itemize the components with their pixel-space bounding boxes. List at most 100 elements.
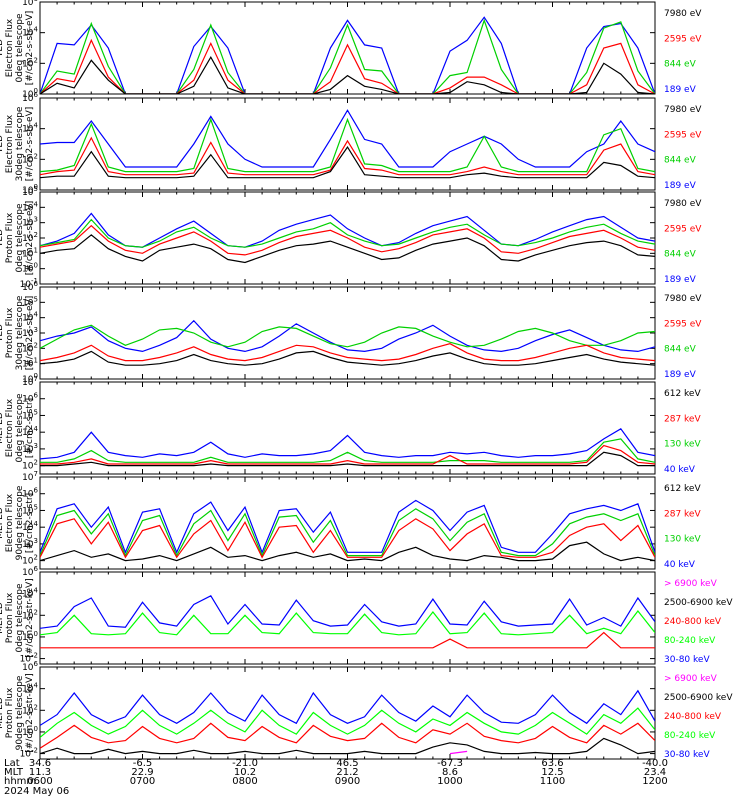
series-line bbox=[40, 234, 655, 264]
legend-entry: 2595 eV bbox=[664, 224, 702, 234]
legend-entry: 7980 eV bbox=[664, 9, 702, 19]
y-tick-label: 106 bbox=[22, 565, 38, 578]
legend-entry: 189 eV bbox=[664, 181, 697, 191]
panel-1: 100 102 104 106 TEDElectron Flux0deg telesco… bbox=[0, 0, 702, 100]
x-tick-label-mlt: 11.3 bbox=[29, 767, 51, 778]
x-date-label: 2024 May 06 bbox=[4, 786, 69, 797]
legend-entry: 130 keV bbox=[664, 440, 701, 450]
y-tick-label: 102 bbox=[22, 56, 38, 69]
y-tick-label: 104 bbox=[22, 122, 38, 135]
series-line bbox=[40, 146, 655, 179]
x-tick-label-lat: -21.0 bbox=[232, 758, 258, 769]
y-tick-label: 105 bbox=[22, 295, 38, 308]
x-tick-label-lat: -6.5 bbox=[133, 758, 153, 769]
legend-entry: 612 keV bbox=[664, 389, 701, 399]
series-line bbox=[40, 541, 655, 562]
y-axis-label: MEPEDProton Flux0deg telescope[#/cm2-s-s… bbox=[0, 578, 35, 657]
x-tick-label-hhmm: 0700 bbox=[130, 776, 155, 787]
legend-entry: 240-800 keV bbox=[664, 617, 722, 627]
y-tick-label: 103 bbox=[22, 326, 38, 339]
y-tick-label: 10-1 bbox=[20, 277, 38, 290]
series-line bbox=[40, 136, 655, 176]
series-line bbox=[40, 689, 655, 726]
y-tick-label: 103 bbox=[22, 216, 38, 229]
y-axis-label: MEPEDElectron Flux90deg telescope[#/cm2-… bbox=[0, 485, 35, 560]
series-group bbox=[40, 319, 655, 366]
legend-entry: 80-240 keV bbox=[664, 636, 716, 646]
legend-entry: 130 keV bbox=[664, 535, 701, 545]
y-tick-label: 100 bbox=[22, 183, 38, 196]
series-line bbox=[40, 38, 655, 94]
y-tick-label: 107 bbox=[22, 470, 38, 483]
series-line bbox=[40, 224, 655, 256]
y-axis-label: TEDElectron Flux0deg telescope[#/cm2-s-s… bbox=[0, 11, 35, 86]
legend-entry: 844 eV bbox=[664, 60, 697, 70]
legend-entry: > 6900 keV bbox=[664, 579, 718, 589]
y-tick-label: 105 bbox=[22, 408, 38, 421]
y-tick-label: 102 bbox=[22, 152, 38, 165]
legend-entry: 189 eV bbox=[664, 275, 697, 285]
y-axis-label: MEPEDProton Flux90deg telescope[#/cm2-s-… bbox=[0, 673, 35, 752]
series-group bbox=[40, 109, 655, 179]
y-tick-label: 104 bbox=[22, 311, 38, 324]
x-row-label-hhmm: hhmm bbox=[4, 776, 36, 787]
series-line bbox=[40, 518, 655, 559]
y-tick-label: 101 bbox=[22, 246, 38, 259]
panel-5: 102 103 104 105 106 107 MEPEDElectron Flux0deg… bbox=[0, 375, 701, 475]
legend-entry: 7980 eV bbox=[664, 199, 702, 209]
panel-6: 102 103 104 105 106 107 MEPEDElectron Flux90de… bbox=[0, 470, 701, 570]
series-group bbox=[40, 689, 655, 754]
series-group bbox=[40, 16, 655, 94]
legend-entry: 287 keV bbox=[664, 509, 701, 519]
legend-entry: 80-240 keV bbox=[664, 731, 716, 741]
series-line bbox=[40, 109, 655, 168]
y-tick-label: 107 bbox=[22, 375, 38, 388]
y-tick-label: 106 bbox=[22, 392, 38, 405]
series-line bbox=[40, 117, 655, 173]
panels: 100 102 104 106 TEDElectron Flux0deg telesco… bbox=[0, 0, 733, 760]
legend-entry: 844 eV bbox=[664, 156, 697, 166]
series-line bbox=[40, 508, 655, 558]
series-line bbox=[40, 55, 655, 94]
x-row-label-lat: Lat bbox=[4, 758, 20, 769]
x-tick-label-mlt: 10.2 bbox=[234, 767, 256, 778]
y-tick-label: 105 bbox=[22, 503, 38, 516]
series-line bbox=[40, 499, 655, 554]
y-tick-label: 104 bbox=[22, 587, 38, 600]
x-tick-label-lat: 46.5 bbox=[336, 758, 358, 769]
y-tick-label: 104 bbox=[22, 682, 38, 695]
series-line bbox=[40, 631, 655, 649]
y-tick-label: 106 bbox=[22, 280, 38, 293]
legend-entry: 612 keV bbox=[664, 484, 701, 494]
x-tick-label-mlt: 12.5 bbox=[541, 767, 563, 778]
y-tick-label: 100 bbox=[22, 372, 38, 385]
y-tick-label: 102 bbox=[22, 554, 38, 567]
series-group bbox=[40, 428, 655, 467]
series-line bbox=[40, 324, 655, 349]
legend-entry: 844 eV bbox=[664, 250, 697, 260]
legend-entry: 7980 eV bbox=[664, 294, 702, 304]
series-group bbox=[40, 595, 655, 649]
series-line bbox=[40, 18, 655, 94]
x-tick-label-hhmm: 1200 bbox=[642, 776, 667, 787]
series-line bbox=[40, 16, 655, 94]
y-tick-label: 10-2 bbox=[20, 652, 38, 665]
legend-entry: 189 eV bbox=[664, 85, 697, 95]
y-tick-label: 103 bbox=[22, 442, 38, 455]
series-line bbox=[40, 707, 655, 738]
y-tick-label: 100 bbox=[22, 262, 38, 275]
y-tick-label: 104 bbox=[22, 26, 38, 39]
series-line bbox=[40, 343, 655, 362]
y-tick-label: 104 bbox=[22, 425, 38, 438]
y-axis-label: TEDElectron Flux30deg telescope[#/cm2-s-… bbox=[0, 106, 35, 181]
legend-entry: 7980 eV bbox=[664, 105, 702, 115]
x-tick-label-lat: 34.6 bbox=[29, 758, 51, 769]
legend-entry: 240-800 keV bbox=[664, 712, 722, 722]
series-group bbox=[40, 212, 655, 264]
y-tick-label: 105 bbox=[22, 185, 38, 198]
legend-entry: 30-80 keV bbox=[664, 750, 710, 760]
